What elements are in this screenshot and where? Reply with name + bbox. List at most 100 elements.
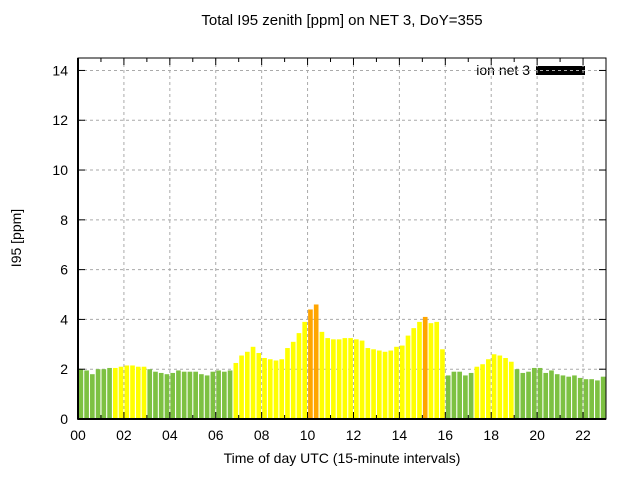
x-axis-label: Time of day UTC (15-minute intervals): [223, 450, 461, 466]
bar-22:15: [589, 379, 594, 419]
bar-15:00: [422, 316, 428, 419]
bar-12:45: [371, 349, 376, 419]
bar-21:45: [577, 377, 583, 419]
bar-07:45: [256, 353, 262, 419]
bar-21:30: [572, 375, 577, 419]
bar-07:15: [244, 351, 250, 419]
bar-17:00: [468, 372, 474, 419]
bar-01:00: [101, 369, 107, 419]
bar-00:00: [78, 369, 84, 419]
x-tick-label: 06: [208, 427, 224, 443]
bar-12:00: [354, 339, 359, 419]
y-tick-label: 0: [60, 411, 68, 427]
bar-10:45: [325, 338, 330, 419]
bar-17:15: [474, 366, 480, 419]
bar-12:30: [365, 348, 371, 419]
bar-07:30: [250, 346, 256, 419]
bar-05:45: [210, 371, 216, 419]
x-tick-label: 02: [116, 427, 132, 443]
bar-10:15: [313, 304, 319, 419]
bar-04:15: [176, 370, 181, 419]
bar-02:45: [141, 366, 147, 419]
bar-09:45: [302, 321, 308, 419]
x-tick-label: 12: [346, 427, 362, 443]
x-tick-label: 14: [392, 427, 408, 443]
bar-14:15: [405, 335, 411, 419]
x-tick-label: 10: [300, 427, 316, 443]
bar-16:15: [451, 371, 457, 419]
x-tick-label: 18: [483, 427, 499, 443]
bar-11:30: [342, 338, 348, 419]
bar-06:30: [227, 370, 233, 419]
bar-15:30: [434, 321, 440, 419]
bar-03:15: [153, 371, 158, 419]
bar-11:15: [336, 339, 342, 419]
bar-19:15: [520, 372, 526, 419]
bar-06:45: [233, 362, 239, 419]
bar-13:45: [394, 346, 399, 419]
bar-17:30: [480, 364, 485, 419]
y-tick-label: 8: [60, 212, 68, 228]
bar-20:45: [554, 374, 560, 419]
bar-10:00: [308, 309, 313, 419]
bar-00:15: [84, 370, 89, 419]
bar-02:15: [130, 365, 135, 419]
bar-09:15: [290, 341, 296, 419]
bar-08:30: [273, 360, 279, 419]
bar-13:30: [388, 350, 394, 419]
bar-18:15: [497, 355, 503, 419]
bar-01:15: [107, 367, 112, 419]
bar-16:45: [463, 375, 468, 419]
bar-08:15: [267, 359, 273, 419]
bar-19:00: [514, 369, 520, 419]
y-tick-label: 10: [52, 162, 68, 178]
bar-05:00: [193, 371, 198, 419]
bar-15:45: [440, 349, 445, 419]
x-tick-label: 08: [254, 427, 270, 443]
y-tick-label: 4: [60, 311, 68, 327]
bar-20:00: [537, 367, 543, 419]
bar-18:45: [508, 361, 514, 419]
bar-06:00: [216, 370, 221, 419]
bar-00:30: [90, 374, 95, 419]
bar-00:45: [95, 369, 101, 419]
y-tick-label: 2: [60, 361, 68, 377]
bar-04:45: [187, 371, 193, 419]
bar-18:30: [503, 358, 508, 419]
bar-17:45: [486, 359, 491, 419]
bar-03:30: [158, 372, 164, 419]
bar-13:00: [376, 350, 382, 419]
bar-15:15: [428, 323, 434, 419]
bar-02:30: [135, 366, 141, 419]
x-tick-label: 00: [70, 427, 86, 443]
x-tick-label: 16: [438, 427, 454, 443]
bar-05:15: [199, 374, 204, 419]
bar-19:30: [526, 371, 531, 419]
bar-21:00: [560, 375, 566, 419]
bar-08:45: [279, 359, 285, 419]
bar-08:00: [262, 358, 267, 419]
bar-06:15: [222, 371, 227, 419]
y-tick-label: 6: [60, 262, 68, 278]
bar-02:00: [124, 365, 130, 419]
y-tick-label: 12: [52, 112, 68, 128]
plot-border: [77, 57, 607, 420]
bar-22:30: [595, 380, 600, 419]
bar-20:30: [549, 370, 554, 419]
bar-11:45: [348, 338, 353, 419]
bar-16:30: [457, 371, 462, 419]
bar-01:30: [112, 367, 118, 419]
bar-10:30: [319, 331, 325, 419]
y-tick-label: 14: [52, 62, 68, 78]
bar-12:15: [359, 340, 365, 419]
bar-20:15: [543, 372, 549, 419]
chart-title: Total I95 zenith [ppm] on NET 3, DoY=355: [201, 12, 483, 29]
bar-16:00: [445, 375, 451, 419]
bar-22:00: [583, 379, 589, 419]
bar-19:45: [531, 367, 537, 419]
bar-13:15: [382, 351, 388, 419]
bar-14:00: [399, 345, 405, 419]
bar-03:00: [147, 369, 153, 419]
